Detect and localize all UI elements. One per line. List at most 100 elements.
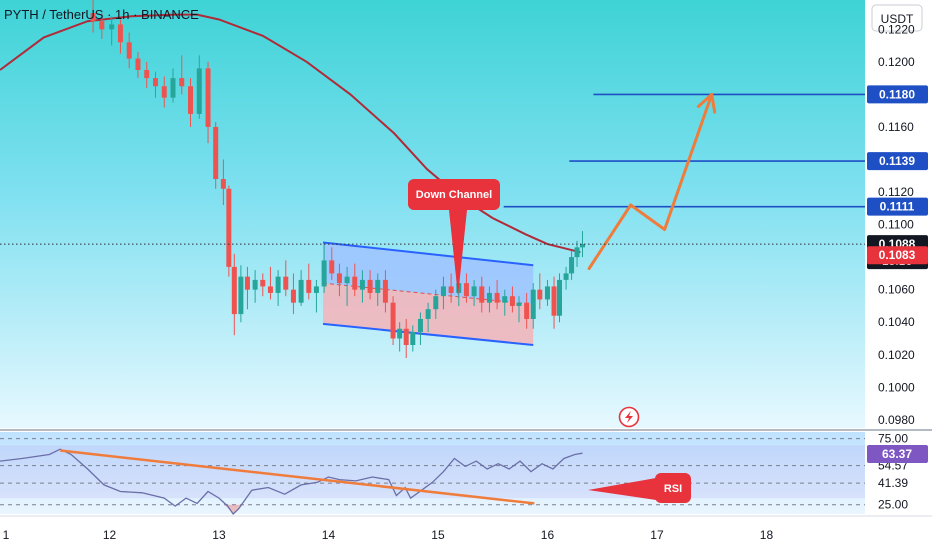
- time-tick-label: 12: [103, 528, 117, 542]
- price-tick-label: 0.1020: [878, 348, 915, 362]
- candle-body: [486, 292, 492, 303]
- candle-body: [425, 309, 431, 319]
- rsi-tick-label: 25.00: [878, 498, 908, 512]
- candle-body: [502, 296, 508, 303]
- candle: [205, 61, 211, 144]
- time-tick-label: 17: [650, 528, 664, 542]
- candle-body: [410, 331, 416, 346]
- candle: [410, 325, 416, 352]
- candle: [306, 263, 312, 300]
- candle: [231, 253, 237, 336]
- rsi-line: [0, 448, 583, 515]
- rsi-tick-label: 41.39: [878, 476, 908, 490]
- candle-body: [390, 302, 396, 339]
- time-tick-label: 18: [760, 528, 774, 542]
- price-tag-red: [867, 246, 928, 265]
- candle: [290, 273, 296, 315]
- price-tick-label: 0.1220: [878, 22, 915, 36]
- candle: [144, 61, 150, 88]
- candle-body: [397, 328, 403, 339]
- price-tick-label: 0.1000: [878, 380, 915, 394]
- time-tick-label: 1: [3, 528, 10, 542]
- candle: [336, 263, 342, 297]
- down-channel-callout-pointer: [449, 210, 467, 296]
- candle: [220, 159, 226, 206]
- rsi-current-tag: [867, 444, 928, 463]
- candle: [471, 279, 477, 306]
- lightning-icon[interactable]: [618, 406, 640, 428]
- price-tick-label: 0.1200: [878, 55, 915, 69]
- candle: [563, 266, 569, 290]
- currency-button[interactable]: USDT: [871, 4, 923, 32]
- price-pane-background: [0, 0, 865, 428]
- candle: [537, 273, 543, 310]
- candle-body: [479, 286, 485, 303]
- candle-body: [231, 266, 237, 315]
- channel-lower-line: [322, 322, 534, 346]
- candle: [196, 55, 202, 119]
- candle: [502, 289, 508, 316]
- candle: [569, 250, 575, 280]
- candle: [213, 122, 219, 189]
- down-channel-label: Down Channel: [416, 189, 492, 201]
- candle-body: [252, 279, 258, 290]
- time-axis[interactable]: 1 12 13 14 15 16 17 18: [0, 515, 932, 542]
- candle: [440, 276, 446, 310]
- candle-body: [516, 302, 522, 306]
- candle: [109, 16, 115, 46]
- candle: [524, 292, 530, 329]
- candle-body: [179, 78, 185, 87]
- candle-body: [117, 24, 123, 43]
- candle: [179, 55, 185, 95]
- price-tag-level: [867, 152, 928, 171]
- candle: [479, 276, 485, 313]
- moving-average-line: [0, 13, 581, 254]
- candle: [448, 273, 454, 303]
- candle: [161, 76, 167, 108]
- candle-body: [574, 247, 580, 258]
- candle-body: [213, 126, 219, 180]
- candle: [188, 78, 194, 127]
- candle-body: [238, 276, 244, 315]
- candle-body: [321, 260, 327, 287]
- price-tick-label: 0.1160: [878, 120, 914, 134]
- candle-body: [260, 279, 266, 287]
- rsi-zone: [0, 445, 865, 499]
- rsi-current-label: 63.37: [882, 447, 912, 461]
- price-tag-level: [867, 197, 928, 216]
- candle: [275, 270, 281, 306]
- price-axis[interactable]: 0.1220 0.1200 0.1160 0.1120 0.1100 0.1060 0.10…: [867, 22, 928, 427]
- candle-body: [382, 279, 388, 303]
- candle-body: [524, 302, 530, 319]
- candle-body: [551, 286, 557, 316]
- candle: [260, 273, 266, 297]
- candle-body: [196, 68, 202, 114]
- candle: [252, 270, 258, 303]
- candle-body: [188, 86, 194, 114]
- candle: [117, 19, 123, 54]
- rsi-callout: RSI: [588, 473, 691, 503]
- candle-body: [336, 273, 342, 284]
- candle: [267, 266, 273, 300]
- candle-body: [226, 188, 232, 267]
- candle: [359, 270, 365, 303]
- candle-body: [306, 279, 312, 293]
- candle-body: [99, 21, 105, 30]
- candle-body: [352, 276, 358, 290]
- candle-body: [563, 273, 569, 280]
- candle: [375, 273, 381, 306]
- candle-body: [375, 279, 381, 293]
- candle: [390, 296, 396, 346]
- candle: [152, 71, 158, 98]
- candle-body: [90, 13, 96, 22]
- candle-body: [471, 286, 477, 297]
- candles: [90, 0, 586, 359]
- candle: [238, 265, 244, 323]
- candle-body: [126, 42, 132, 59]
- candle-body: [359, 279, 365, 290]
- candle-body: [135, 58, 141, 70]
- candle-body: [244, 276, 250, 290]
